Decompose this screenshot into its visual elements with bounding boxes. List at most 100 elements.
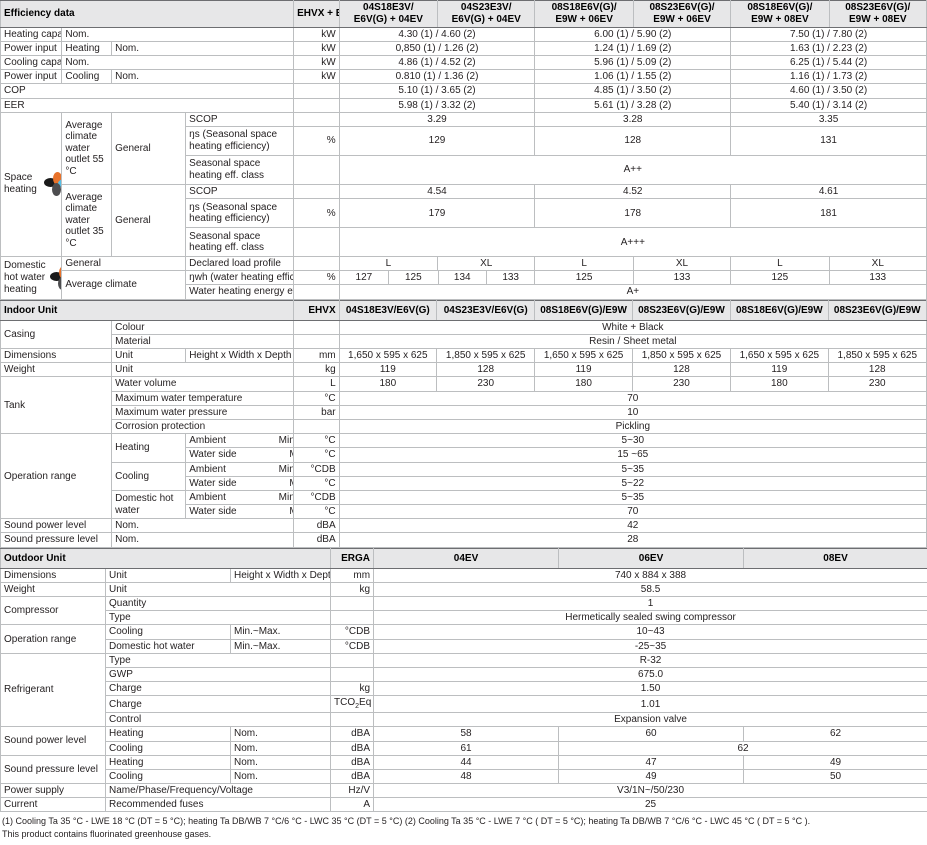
- footnote-2: This product contains fluorinated greenh…: [2, 828, 212, 839]
- table-row: Dimensions Unit Height x Width x Depth m…: [0, 348, 927, 364]
- dhw-loadprofile-value-2: L: [534, 256, 634, 272]
- outdoor-sublabel-spr-cooling: Cooling: [105, 768, 231, 785]
- row-unit-5: [293, 83, 340, 99]
- outdoor-label-operation-range: Operation range: [0, 624, 106, 654]
- indoor-value-material: Resin / Sheet metal: [338, 333, 927, 350]
- indoor-text-waterside: Water side: [189, 506, 237, 518]
- indoor-sublabel2-dhw-ambient: Ambient Min.~Max.: [185, 489, 295, 506]
- effclass-unit-55: [293, 154, 340, 185]
- outdoor-unit-charge-kg: kg: [330, 681, 375, 697]
- outdoor-sublabel2-cooling: Min.~Max.: [229, 624, 332, 640]
- indoor-value-maxwatertemp: 70: [338, 390, 927, 406]
- indoor-sublabel-maxwaterpressure: Maximum water pressure: [111, 404, 295, 420]
- col0-line1: 04S18E3V/: [363, 2, 414, 13]
- table-row: ŋs (Seasonal space heating efficiency) %…: [1, 125, 927, 156]
- indoor-column-header-4: 08S18E6V(G)/E9W: [730, 299, 829, 321]
- table-row: Tank Water volume L 180 230 180 230 180 …: [0, 376, 927, 435]
- outdoor-unit-table: Outdoor Unit ERGA 04EV 06EV 08EV Dimensi…: [0, 547, 927, 813]
- indoor-value-wv-1: 230: [435, 376, 536, 392]
- outdoor-value-cooling: 10~43: [373, 624, 927, 640]
- outdoor-value-spr-cooling-2: 50: [743, 768, 927, 785]
- indoor-unit-dhw-waterside: °C: [293, 504, 340, 520]
- row-value-6-1: 5.61 (1) / 3.28 (2): [534, 97, 732, 113]
- section-header-efficiency: Efficiency data EHVX + ERGA 04S18E3V/ E6…: [0, 0, 927, 28]
- outdoor-sublabel-spr-heating: Heating: [105, 754, 231, 770]
- outdoor-section-code: ERGA: [330, 547, 375, 569]
- outdoor-sublabel2-dhw: Min.~Max.: [229, 638, 332, 654]
- table-row: Cooling Ambient Min.~Max. °CDB 5~35: [1, 461, 927, 491]
- section-code: EHVX + ERGA: [293, 0, 340, 28]
- row-sublabel-4: Cooling: [61, 69, 113, 85]
- etas-55-value-0: 129: [338, 125, 536, 156]
- outdoor-value-dhw: -25~35: [373, 638, 927, 654]
- column-header-5: 08S23E6V(G)/ E9W + 08EV: [828, 0, 927, 28]
- table-row: EER 5.98 (1) / 3.32 (2) 5.61 (1) / 3.28 …: [0, 97, 927, 113]
- dhw-loadprofile-value-0: L: [338, 256, 439, 272]
- indoor-label-weight: Weight: [0, 362, 113, 378]
- indoor-unit-weight: kg: [293, 362, 340, 378]
- indoor-value-weight-3: 128: [631, 362, 732, 378]
- dhw-loadprofile-value-5: XL: [828, 256, 927, 272]
- general-label-35: General: [111, 183, 187, 258]
- table-row: Power supply Name/Phase/Frequency/Voltag…: [0, 783, 927, 799]
- outdoor-sublabel2-dimensions: Height x Width x Depth: [229, 567, 332, 583]
- indoor-unit-sound-pressure: dBA: [293, 532, 340, 548]
- outdoor-value-spr-cooling-1: 49: [558, 768, 745, 785]
- indoor-unit-table: Indoor Unit EHVX 04S18E3V/E6V(G) 04S23E3…: [0, 299, 927, 548]
- outdoor-label-sound-power: Sound power level: [0, 726, 106, 756]
- outdoor-unit-charge-tco2: TCO2Eq: [330, 695, 375, 714]
- indoor-sublabel-watervolume: Water volume: [111, 376, 295, 392]
- table-row: Sound pressure level Heating Nom. dBA 44…: [0, 754, 927, 785]
- indoor-sublabel-maxwatertemp: Maximum water temperature: [111, 390, 295, 406]
- row-value-1-0: 4.30 (1) / 4.60 (2): [338, 26, 536, 42]
- outdoor-label-dimensions: Dimensions: [0, 567, 106, 583]
- table-row: Sound pressure level Nom. dBA 28: [0, 532, 927, 548]
- row-unit-4: kW: [293, 69, 340, 85]
- etas-unit-35: %: [293, 198, 340, 229]
- indoor-text-minmax: Min.~Max.: [289, 478, 292, 489]
- table-row: Power input Heating Nom. kW 0,850 (1) / …: [0, 40, 927, 56]
- indoor-sublabel-weight: Unit: [111, 362, 295, 378]
- outdoor-sublabel-current: Recommended fuses: [104, 797, 332, 813]
- outdoor-value-weight: 58.5: [373, 581, 927, 598]
- table-row: Heating capacity Nom. kW 4.30 (1) / 4.60…: [0, 26, 927, 42]
- row-value-6-2: 5.40 (1) / 3.14 (2): [730, 97, 927, 113]
- row-sublabel-3: Nom.: [61, 54, 295, 71]
- outdoor-unit-spr-heating: dBA: [330, 754, 375, 770]
- outdoor-value-gwp: 675.0: [373, 666, 927, 683]
- outdoor-sublabel-charge-kg: Charge: [104, 681, 332, 697]
- scop-35-value-1: 4.52: [534, 183, 732, 200]
- indoor-value-dim-2: 1,650 x 595 x 625: [534, 348, 633, 364]
- table-row: Sound power level Heating Nom. dBA 58 60…: [0, 726, 927, 756]
- indoor-label-dimensions: Dimensions: [0, 348, 113, 364]
- scop-55-value-0: 3.29: [338, 111, 536, 127]
- indoor-sublabel-material: Material: [111, 333, 295, 350]
- table-row: Current Recommended fuses A 25: [0, 797, 927, 813]
- outdoor-unit-current: A: [330, 797, 375, 813]
- column-header-3: 08S23E6V(G)/ E9W + 06EV: [632, 0, 732, 28]
- dhw-label-text: Domestic hot water heating: [4, 259, 46, 295]
- indoor-unit-sound-power: dBA: [293, 518, 340, 534]
- etas-35-value-2: 181: [730, 198, 927, 229]
- outdoor-sublabel-cooling: Cooling: [105, 624, 231, 640]
- outdoor-value-sp-heating-0: 58: [373, 726, 560, 742]
- outdoor-column-header-2: 08EV: [743, 547, 927, 569]
- outdoor-unit-sp-heating: dBA: [330, 726, 375, 742]
- indoor-sublabel2-heating-waterside: Water side Min.~Max.: [185, 447, 295, 463]
- etawh-split-group-0: 127 125: [339, 271, 438, 285]
- outdoor-unit-quantity: [330, 596, 375, 612]
- effclass-55-value: A++: [338, 154, 927, 185]
- outdoor-unit-comp-type: [330, 610, 375, 626]
- outdoor-value-sp-cooling-1: 62: [558, 740, 927, 756]
- outdoor-label-refrigerant: Refrigerant: [0, 652, 106, 728]
- table-row: Cooling Nom. dBA 61 62: [1, 740, 927, 756]
- indoor-column-header-2: 08S18E6V(G)/E9W: [534, 299, 633, 321]
- indoor-value-sound-power: 42: [338, 518, 927, 534]
- indoor-value-weight-2: 119: [534, 362, 633, 378]
- general-label-55: General: [111, 111, 187, 185]
- outdoor-unit-cooling: °CDB: [330, 624, 375, 640]
- indoor-unit-colour: [293, 319, 340, 335]
- col4-line1: 08S18E6V(G)/: [747, 2, 813, 13]
- table-row: Water heating energy efficiency class A+: [1, 284, 927, 300]
- table-row: Cooling Nom. dBA 48 49 50: [1, 768, 927, 785]
